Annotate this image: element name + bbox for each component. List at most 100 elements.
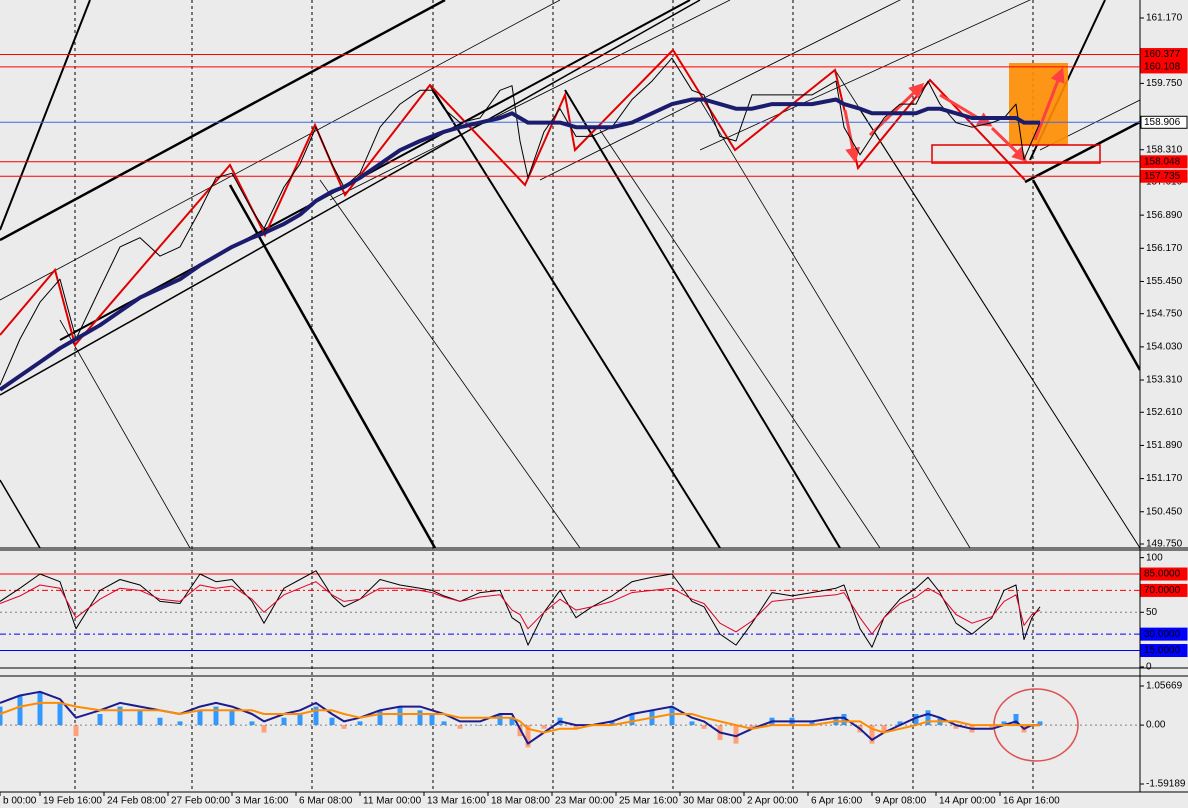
histogram-bar [341,725,347,729]
histogram-bar [313,706,319,726]
histogram-bar [701,725,707,729]
y-tick-label: 152.610 [1146,407,1183,418]
x-tick-label: 16 Apr 16:00 [1003,796,1060,807]
y-tick-label: 158.310 [1146,144,1183,155]
histogram-bar [1001,721,1007,726]
histogram-bar [897,721,903,726]
histogram-bar [429,713,435,726]
series-line [0,581,1041,635]
x-tick-label: 27 Feb 00:00 [171,796,230,807]
histogram-bar [809,721,815,726]
histogram-bar [397,706,403,726]
x-tick-label: b 00:00 [3,796,37,807]
level-label: 160.377 [1144,49,1181,60]
level-label: 157.735 [1144,171,1181,182]
histogram-bar [869,725,875,744]
histogram-bar [37,691,43,726]
x-tick-label: 6 Apr 16:00 [811,796,863,807]
x-tick-label: 30 Mar 08:00 [683,796,742,807]
histogram-bar [261,725,267,733]
histogram-bar [73,725,79,737]
series-line [0,97,1040,392]
histogram-bar [733,725,739,744]
histogram-bar [497,713,503,726]
histogram-bar [229,710,235,726]
y-tick-label: 150.450 [1146,506,1183,517]
histogram-bar [249,721,255,726]
y-tick-label: 153.310 [1146,375,1183,386]
x-tick-label: 24 Feb 08:00 [107,796,166,807]
histogram-bar [281,717,287,726]
x-tick-label: 9 Apr 08:00 [875,796,927,807]
histogram-bar [525,725,531,748]
x-tick-label: 3 Mar 16:00 [235,796,289,807]
histogram-bar [213,706,219,726]
level-label-box [1140,60,1188,74]
histogram-bar [329,717,335,726]
histogram-bar [669,706,675,726]
x-tick-label: 6 Mar 08:00 [299,796,353,807]
histogram-bar [157,717,163,726]
x-tick-label: 19 Feb 16:00 [43,796,102,807]
y-tick-label: 151.170 [1146,473,1183,484]
histogram-bar [841,713,847,726]
level-label: 160.108 [1144,62,1181,73]
histogram-bar [953,725,959,729]
level-label-box [1140,627,1188,641]
histogram-bar [97,713,103,726]
histogram-bar [925,710,931,726]
y-tick-label: 159.750 [1146,78,1183,89]
histogram-bar [417,710,423,726]
level-label-box [1140,644,1188,658]
histogram-bar [377,710,383,726]
histogram-bar [57,702,63,726]
histogram-bar [17,695,23,726]
y-tick-label: -1.59189 [1146,779,1186,790]
level-label: 15.0000 [1144,645,1181,656]
histogram-bar [541,725,547,729]
histogram-bar [457,725,463,729]
y-tick-label: 1.05669 [1146,681,1183,692]
y-tick-label: 154.750 [1146,308,1183,319]
trend-lines [0,0,1140,548]
x-tick-label: 18 Mar 08:00 [491,796,550,807]
y-tick-label: 155.450 [1146,276,1183,287]
level-label: 30.0000 [1144,629,1181,640]
y-tick-label: 156.890 [1146,210,1183,221]
y-tick-label: 50 [1146,607,1158,618]
histogram-bar [297,713,303,726]
level-label-box [1140,169,1188,183]
level-label-box [1140,115,1188,129]
histogram-bar [1013,713,1019,726]
histogram-bar [689,721,695,726]
level-label-box [1140,155,1188,169]
y-tick-label: 154.030 [1146,342,1183,353]
y-tick-label: 156.170 [1146,243,1183,254]
level-label: 158.048 [1144,156,1181,167]
histogram-bar [357,721,363,726]
series-line [0,701,1040,734]
y-tick-label: 0.00 [1146,720,1166,731]
red-box [931,144,1101,164]
x-tick-label: 11 Mar 00:00 [363,796,422,807]
level-label: 70.0000 [1144,585,1181,596]
x-tick-label: 23 Mar 00:00 [555,796,614,807]
histogram-bar [609,721,615,726]
histogram-bar [177,721,183,726]
x-tick-label: 25 Mar 16:00 [619,796,678,807]
y-tick-label: 161.170 [1146,13,1183,24]
histogram-bar [509,717,515,726]
histogram-bar [573,725,579,729]
histogram-bar [913,713,919,726]
level-label: 85.0000 [1144,569,1181,580]
y-tick-label: 149.750 [1146,539,1183,550]
level-label-box [1140,583,1188,597]
x-tick-label: 2 Apr 00:00 [747,796,799,807]
level-label: 158.906 [1144,117,1181,128]
histogram-bar [441,721,447,726]
histogram-bar [117,706,123,726]
